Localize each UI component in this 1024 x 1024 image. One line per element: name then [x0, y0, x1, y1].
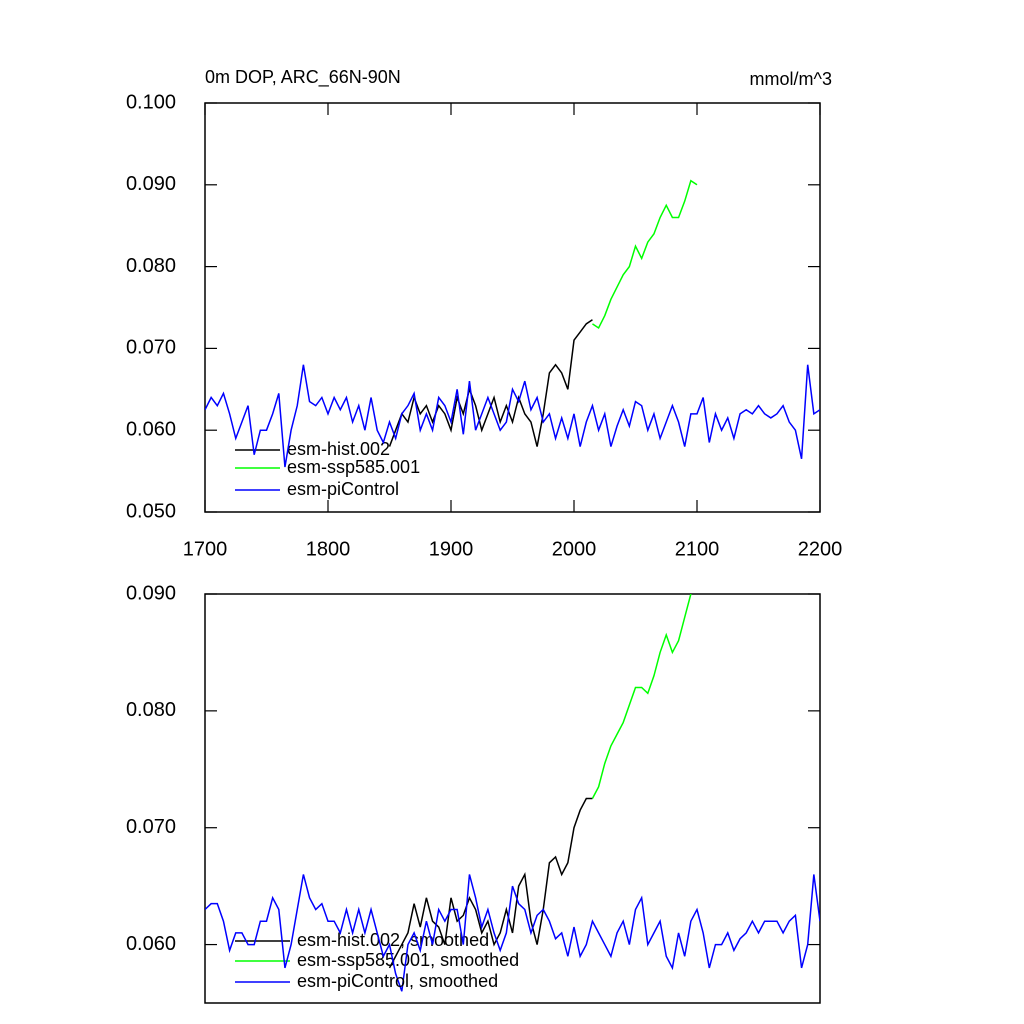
series-line: [205, 874, 820, 992]
y-tick-label: 0.080: [126, 699, 176, 721]
plot-frame: [204, 102, 821, 513]
y-tick-label: 0.090: [126, 582, 176, 604]
x-tick-label: 2000: [552, 538, 597, 560]
y-tick-label: 0.100: [126, 91, 176, 113]
x-tick-label: 2100: [675, 538, 720, 560]
legend-label: esm-piControl: [287, 479, 399, 499]
series-line: [205, 364, 820, 468]
units-label: mmol/m^3: [750, 69, 832, 89]
legend-label: esm-ssp585.001: [287, 457, 420, 477]
y-tick-label: 0.070: [126, 337, 176, 359]
series-line: [388, 797, 593, 969]
x-tick-label: 2200: [798, 538, 843, 560]
plot-frame: [204, 593, 821, 1004]
y-tick-label: 0.090: [126, 173, 176, 195]
legend-label: esm-piControl, smoothed: [297, 971, 498, 991]
chart-title: 0m DOP, ARC_66N-90N: [205, 67, 401, 88]
legend-label: esm-hist.002, smoothed: [297, 930, 489, 950]
series-line: [592, 179, 698, 330]
x-tick-label: 1700: [183, 538, 228, 560]
legend-label: esm-hist.002: [287, 439, 390, 459]
y-tick-label: 0.060: [126, 933, 176, 955]
legend-label: esm-ssp585.001, smoothed: [297, 950, 519, 970]
x-tick-label: 1900: [429, 538, 474, 560]
series-line: [591, 594, 692, 799]
y-tick-label: 0.050: [126, 500, 176, 522]
y-tick-label: 0.080: [126, 255, 176, 277]
y-tick-label: 0.070: [126, 816, 176, 838]
y-tick-label: 0.060: [126, 418, 176, 440]
x-tick-label: 1800: [306, 538, 351, 560]
